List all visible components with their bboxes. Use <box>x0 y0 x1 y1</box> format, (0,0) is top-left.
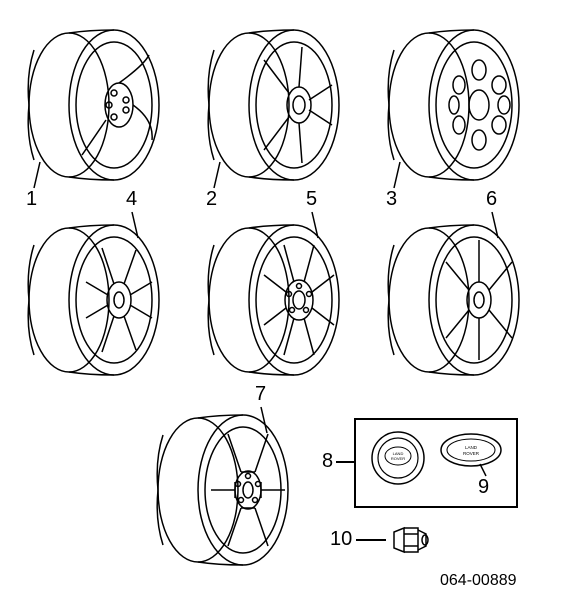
ref-label-6: 6 <box>486 188 497 211</box>
ref-label-5: 5 <box>306 188 317 211</box>
callout-line-7 <box>257 405 277 435</box>
callout-line-5 <box>308 210 328 240</box>
center-cap-round: LAND ROVER <box>368 428 428 488</box>
ref-label-7: 7 <box>255 383 266 406</box>
svg-text:ROVER: ROVER <box>463 451 480 456</box>
callout-line-9 <box>478 462 490 478</box>
ref-label-9: 9 <box>478 476 489 499</box>
diagram-id: 064-00889 <box>440 572 517 590</box>
ref-label-10: 10 <box>330 528 352 551</box>
ref-label-1: 1 <box>26 188 37 211</box>
svg-text:LAND: LAND <box>465 445 478 450</box>
ref-label-2: 2 <box>206 188 217 211</box>
wheel-4 <box>14 220 174 380</box>
svg-text:ROVER: ROVER <box>391 456 405 461</box>
lug-nut <box>388 522 432 558</box>
callout-line-6 <box>488 210 508 240</box>
center-cap-oval: LAND ROVER <box>438 430 504 470</box>
callout-line-2 <box>210 160 230 190</box>
wheel-6 <box>374 220 534 380</box>
callout-line-3 <box>390 160 410 190</box>
callout-line-10 <box>356 539 386 541</box>
callout-line-1 <box>30 160 50 190</box>
wheel-7 <box>143 410 303 570</box>
ref-label-4: 4 <box>126 188 137 211</box>
callout-line-8 <box>336 461 354 463</box>
parts-diagram: 1 2 3 4 5 6 7 8 LAND ROVER LAND ROVER 9 <box>0 0 573 600</box>
ref-label-3: 3 <box>386 188 397 211</box>
ref-label-8: 8 <box>322 450 333 473</box>
wheel-5 <box>194 220 354 380</box>
callout-line-4 <box>128 210 148 240</box>
